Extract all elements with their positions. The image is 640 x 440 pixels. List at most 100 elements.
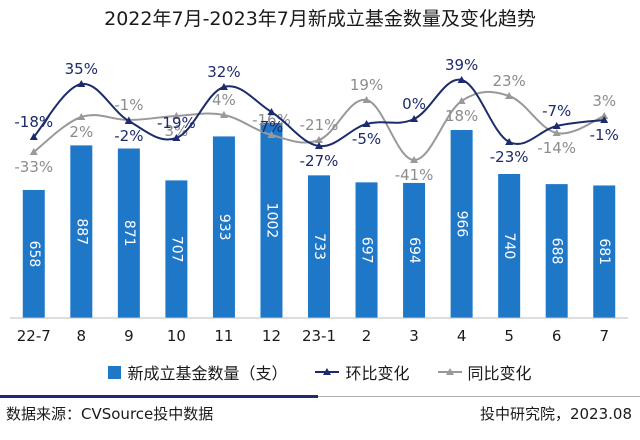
bar-11 [212,136,235,318]
x-tick-label: 6 [552,327,562,345]
legend-swatch-bar [108,365,122,379]
yoy-marker [315,136,323,143]
bar-8 [70,145,93,318]
mom-marker [457,76,466,83]
bar-3 [403,182,426,318]
bar-value-label: 658 [26,241,42,268]
x-tick-label: 8 [77,327,87,345]
yoy-value-label: 19% [350,76,383,94]
mom-marker [315,142,323,149]
bar-value-label: 681 [596,238,612,265]
yoy-marker [219,111,228,118]
mom-marker [29,133,38,140]
yoy-value-label: -41% [395,166,434,184]
mom-value-label: -19% [157,114,196,132]
mom-marker [600,116,609,123]
yoy-value-label: 4% [212,91,236,109]
mom-value-label: -1% [590,126,619,144]
mom-value-label: 0% [402,95,426,113]
bar-value-label: 697 [359,237,375,264]
legend-label-bar: 新成立基金数量（支） [127,364,288,383]
mom-marker [172,134,181,141]
yoy-value-label: -33% [14,158,53,176]
yoy-value-label: 3% [592,92,616,110]
legend-item-bar[interactable]: 新成立基金数量（支） [108,360,287,384]
x-tick-label: 2 [362,327,372,345]
yoy-marker [600,112,609,119]
bar-value-label: 933 [216,214,232,241]
mom-value-label: 32% [207,63,240,81]
x-tick-label: 22-7 [17,327,51,345]
mom-marker [267,108,276,115]
yoy-marker [77,113,86,120]
mom-marker [552,122,561,129]
bar-value-label: 694 [406,237,422,264]
mom-value-label: -23% [490,148,529,166]
x-tick-label: 10 [167,327,186,345]
bar-2 [355,182,378,318]
mom-marker [505,138,514,145]
mom-value-label: 35% [65,60,98,78]
x-tick-label: 23-1 [302,327,336,345]
legend-swatch-yoy [437,365,462,379]
legend-label-yoy: 同比变化 [467,364,532,383]
bar-value-label: 871 [121,220,137,247]
mom-value-label: -18% [14,113,53,131]
mom-value-label: -5% [352,130,381,148]
mom-value-label: 39% [445,56,478,74]
bar-value-label: 966 [454,211,470,238]
chart-title: 2022年7月-2023年7月新成立基金数量及变化趋势 [104,8,536,30]
yoy-value-label: 2% [69,123,93,141]
yoy-value-label: -16% [252,111,291,129]
yoy-marker [505,92,514,99]
yoy-value-label: -1% [114,96,143,114]
mom-marker [219,83,228,90]
mom-value-label: 7% [260,118,284,136]
mom-marker [410,115,419,122]
bar-value-label: 688 [549,238,565,265]
legend-label-mom: 环比变化 [345,364,410,383]
bar-22-7 [22,189,45,318]
x-tick-label: 4 [457,327,467,345]
yoy-marker [362,96,371,103]
bar-9 [117,148,140,318]
legend-item-mom[interactable]: 环比变化 [315,360,410,384]
yoy-marker [457,97,466,104]
yoy-marker [29,148,38,155]
yoy-value-label: -14% [537,139,576,157]
legend-swatch-mom [315,365,340,379]
x-tick-label: 5 [504,327,514,345]
bar-value-label: 887 [73,218,89,245]
x-tick-label: 11 [214,327,233,345]
mom-marker [124,117,133,124]
legend-item-yoy[interactable]: 同比变化 [437,360,532,384]
yoy-value-label: 18% [445,107,478,125]
bar-value-label: 733 [311,233,327,260]
bar-5 [498,173,521,318]
x-tick-label: 7 [599,327,609,345]
yoy-value-label: 23% [492,72,525,90]
footer-divider [0,396,640,397]
footer-accent-bar [0,395,318,398]
yoy-marker [552,129,561,136]
bar-value-label: 1002 [263,203,279,239]
yoy-marker [267,131,276,138]
x-tick-label: 3 [409,327,419,345]
bar-4 [450,130,473,318]
chart-legend: 新成立基金数量（支） 环比变化 同比变化 [0,361,640,383]
mom-value-label: -7% [542,102,571,120]
mom-value-label: -2% [114,127,143,145]
mom-marker [362,120,371,127]
footer-source: 数据来源：CVSource投中数据 [6,405,214,423]
x-tick-label: 12 [262,327,281,345]
x-tick-label: 9 [124,327,134,345]
bar-12 [260,123,283,318]
bar-23-1 [308,175,330,318]
mom-value-label: -27% [300,152,339,170]
footer-credit: 投中研究院，2023.08 [479,405,632,423]
yoy-marker [172,112,181,119]
yoy-value-label: -21% [300,116,339,134]
bar-7 [593,185,616,318]
yoy-marker [410,156,419,163]
